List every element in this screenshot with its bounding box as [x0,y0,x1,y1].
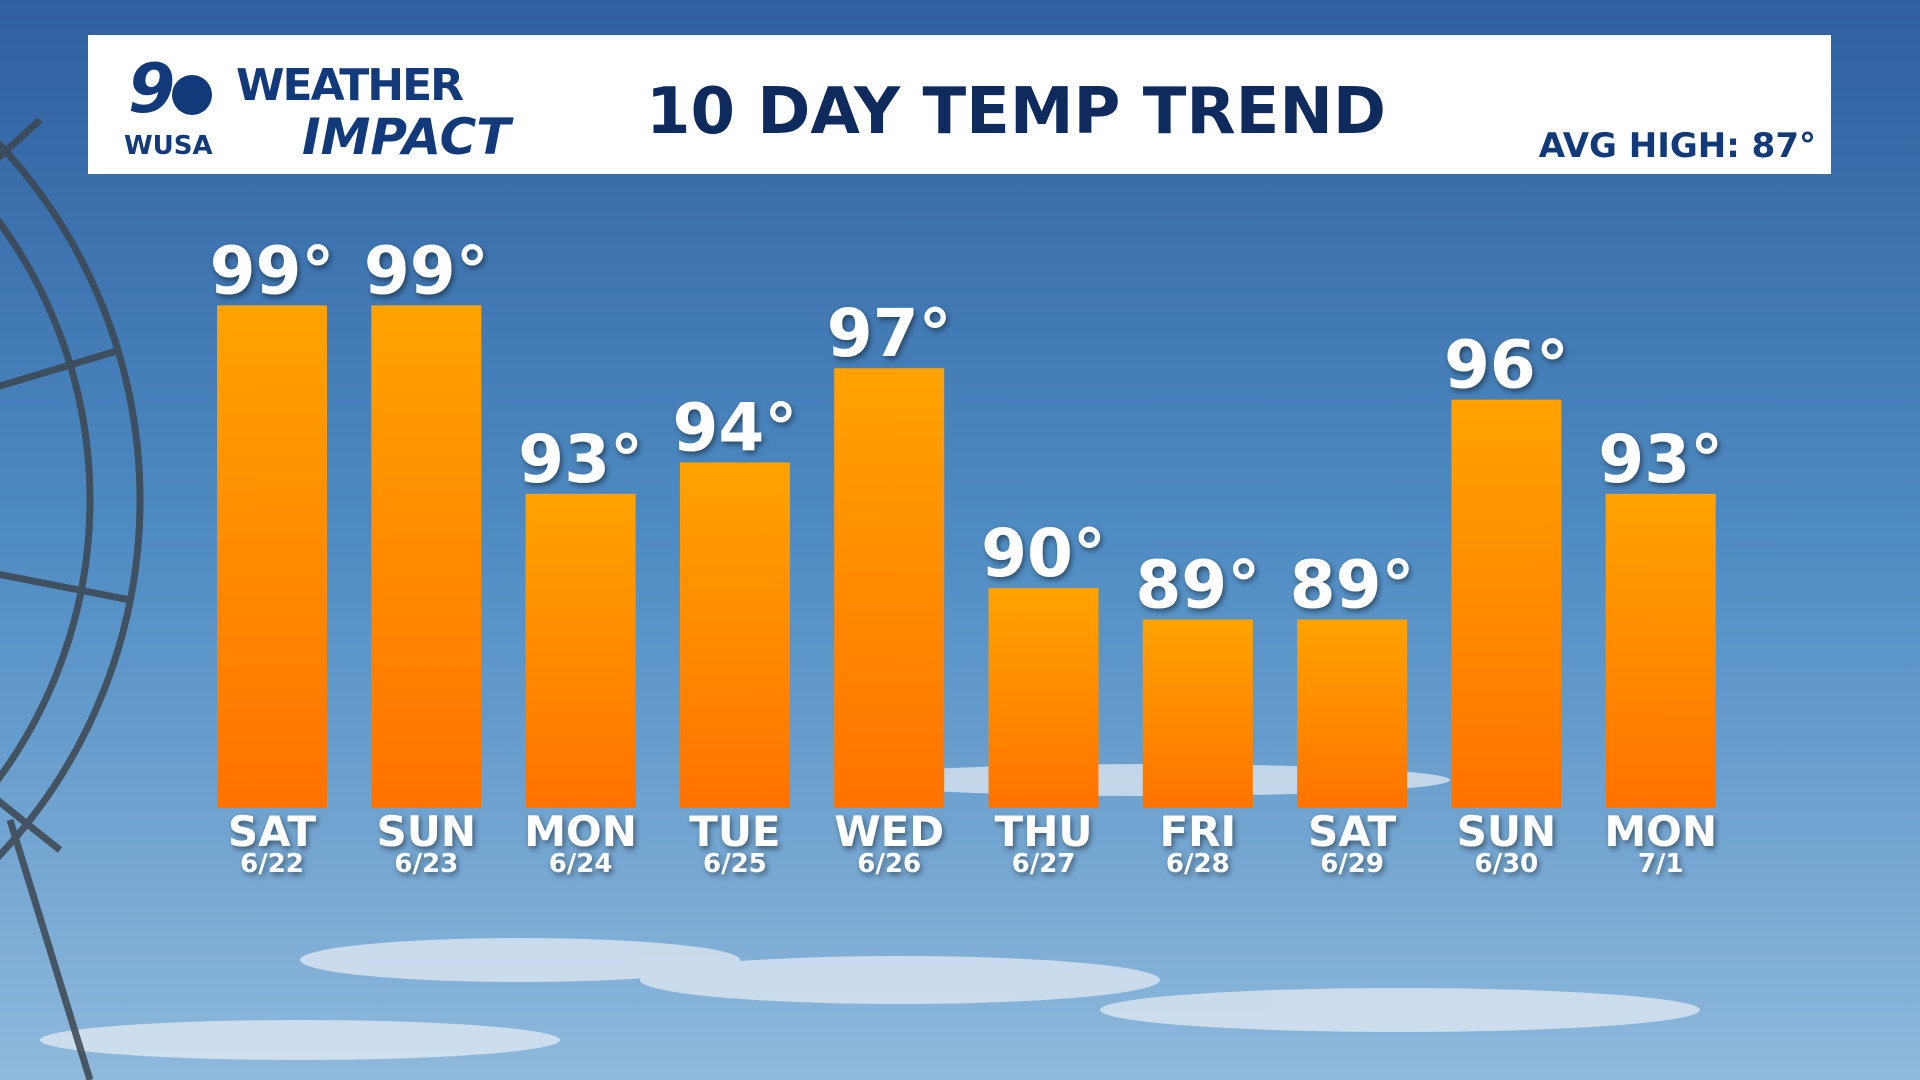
value-label: 94° [672,389,797,466]
logo-line2: IMPACT [302,108,514,166]
value-label: 89° [1135,547,1260,624]
x-tick-label: SUN [1457,807,1557,856]
bar [1605,493,1716,808]
value-label: 90° [981,515,1106,592]
date-label: 6/28 [1166,849,1230,879]
bar [1297,619,1408,808]
value-label: 93° [518,421,643,498]
ferris-wheel [0,117,144,1080]
x-tick-label: THU [995,807,1093,856]
chart-title: 10 DAY TEMP TREND [646,75,1386,149]
bar [679,462,790,808]
bar [371,305,482,808]
logo-line1: WEATHER [236,60,463,111]
date-label: 6/30 [1475,849,1539,879]
x-tick-label: SAT [228,807,316,856]
value-label: 89° [1290,547,1415,624]
header [88,35,1831,174]
date-label: 6/25 [703,849,767,879]
date-label: 6/23 [394,849,458,879]
date-label: 6/29 [1320,849,1384,879]
x-tick-label: FRI [1159,807,1236,856]
x-tick-label: WED [834,807,944,856]
annotation: AVG HIGH: 87° [1539,126,1816,166]
x-tick-label: SUN [377,807,477,856]
bar [834,368,945,808]
bar [217,305,327,808]
value-label: 97° [827,295,952,372]
plot: 99°SAT6/2299°SUN6/2393°MON6/2494°TUE6/25… [210,232,1724,879]
value-label: 99° [210,232,335,309]
date-label: 7/1 [1638,849,1684,879]
value-label: 99° [364,232,489,309]
date-label: 6/27 [1012,849,1076,879]
date-label: 6/24 [549,849,613,879]
x-tick-label: MON [1604,807,1717,856]
x-tick-label: MON [524,807,637,856]
x-tick-label: SAT [1308,807,1396,856]
value-label: 96° [1444,327,1569,404]
x-tick-label: TUE [689,807,780,856]
logo-number: 9 [128,50,175,129]
date-label: 6/26 [857,849,921,879]
logo-eye [172,75,212,115]
bar [988,588,1099,808]
bar [1451,399,1562,808]
bar [525,493,636,808]
date-label: 6/22 [240,849,304,879]
value-label: 93° [1598,421,1723,498]
logo-station: WUSA [124,131,213,161]
bar [1142,619,1253,808]
